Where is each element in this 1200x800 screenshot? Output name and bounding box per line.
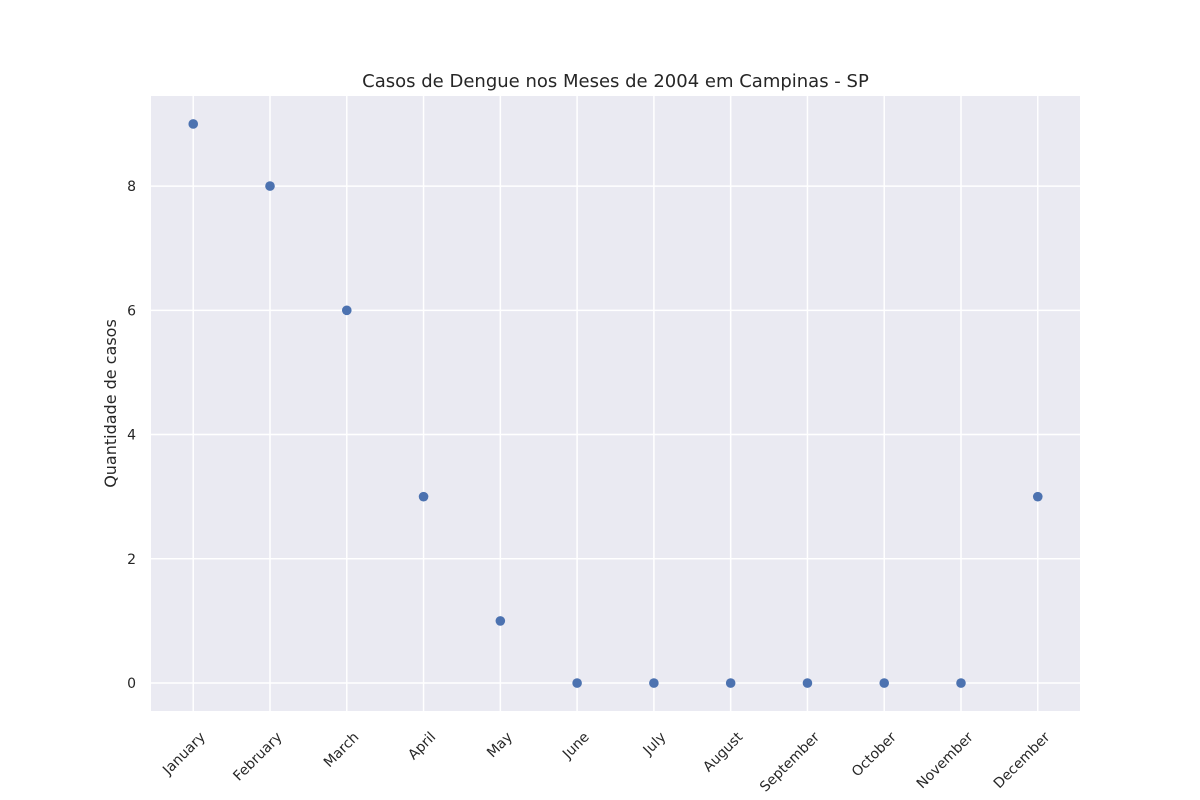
data-point [572, 678, 582, 688]
data-point [265, 181, 275, 191]
data-points [188, 119, 1043, 688]
y-axis-label: Quantidade de casos [101, 319, 120, 488]
chart-title: Casos de Dengue nos Meses de 2004 em Cam… [362, 71, 869, 92]
x-tick-label: October [849, 729, 900, 780]
x-tick-label: July [640, 729, 670, 759]
plot-area [151, 96, 1080, 711]
data-point [188, 119, 199, 129]
y-tick-label: 4 [127, 428, 136, 444]
x-tick-labels: January February March April May June July Augu… [159, 729, 1053, 795]
data-point [418, 491, 429, 502]
data-point [879, 678, 890, 688]
y-tick-label: 2 [127, 552, 136, 568]
x-tick-label: March [321, 729, 362, 770]
y-tick-label: 6 [127, 303, 136, 319]
data-point [649, 678, 659, 688]
data-point [341, 305, 352, 316]
data-point [802, 678, 813, 688]
x-tick-label: May [484, 729, 516, 761]
x-tick-label: April [405, 729, 439, 763]
x-tick-label: August [700, 729, 746, 775]
y-tick-labels: 0 2 4 6 8 [127, 179, 136, 692]
x-tick-label: November [914, 729, 977, 792]
x-tick-label: September [757, 729, 823, 795]
x-tick-label: December [991, 729, 1054, 792]
grid-lines [151, 96, 1080, 711]
data-point [725, 678, 736, 688]
y-tick-label: 0 [127, 676, 136, 692]
x-tick-label: January [159, 729, 209, 779]
data-point [1032, 491, 1043, 502]
x-tick-label: June [559, 729, 593, 763]
y-tick-label: 8 [127, 179, 136, 195]
data-point [956, 678, 966, 688]
x-tick-label: February [230, 729, 285, 784]
data-point [495, 616, 506, 626]
